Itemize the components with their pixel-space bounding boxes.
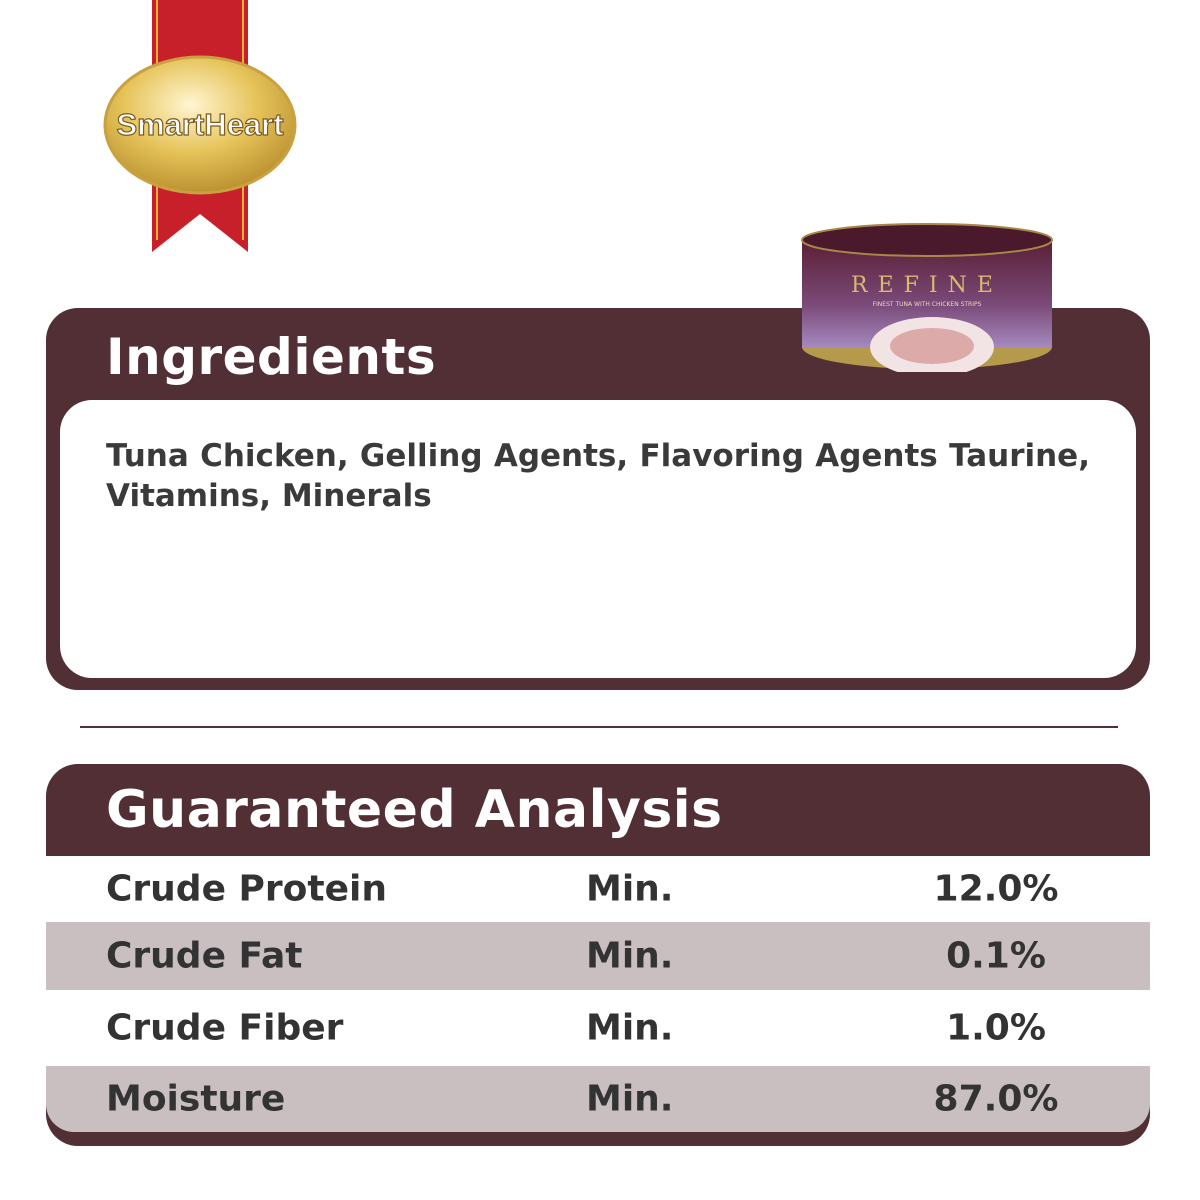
svg-text:SmartHeart: SmartHeart: [116, 107, 283, 142]
guaranteed-analysis-panel: Guaranteed Analysis Crude Protein Min. 1…: [46, 764, 1150, 1146]
nutrient-type: Min.: [586, 935, 674, 977]
nutrient-name: Crude Fat: [106, 935, 303, 977]
smartheart-logo: SmartHeart: [103, 0, 297, 252]
ingredients-text: Tuna Chicken, Gelling Agents, Flavoring …: [60, 400, 1136, 678]
analysis-row: Moisture Min. 87.0%: [46, 1066, 1150, 1132]
nutrient-name: Crude Protein: [106, 868, 387, 910]
analysis-row: Crude Fiber Min. 1.0%: [46, 990, 1150, 1066]
analysis-title: Guaranteed Analysis: [106, 780, 723, 840]
nutrient-value: 1.0%: [946, 1007, 1046, 1049]
svg-text:FINEST TUNA WITH CHICKEN STRIP: FINEST TUNA WITH CHICKEN STRIPS: [873, 301, 982, 308]
analysis-row: Crude Protein Min. 12.0%: [46, 856, 1150, 922]
nutrient-value: 0.1%: [946, 935, 1046, 977]
svg-text:REFINE: REFINE: [851, 273, 1003, 298]
analysis-row: Crude Fat Min. 0.1%: [46, 922, 1150, 990]
product-can-image: REFINE FINEST TUNA WITH CHICKEN STRIPS: [801, 223, 1053, 372]
nutrient-value: 87.0%: [933, 1078, 1059, 1120]
nutrient-type: Min.: [586, 1078, 674, 1120]
ingredients-title: Ingredients: [106, 328, 437, 386]
nutrient-type: Min.: [586, 868, 674, 910]
nutrient-name: Crude Fiber: [106, 1007, 344, 1049]
section-divider: [80, 726, 1118, 728]
nutrient-type: Min.: [586, 1007, 674, 1049]
nutrient-name: Moisture: [106, 1078, 286, 1120]
nutrient-value: 12.0%: [933, 868, 1059, 910]
